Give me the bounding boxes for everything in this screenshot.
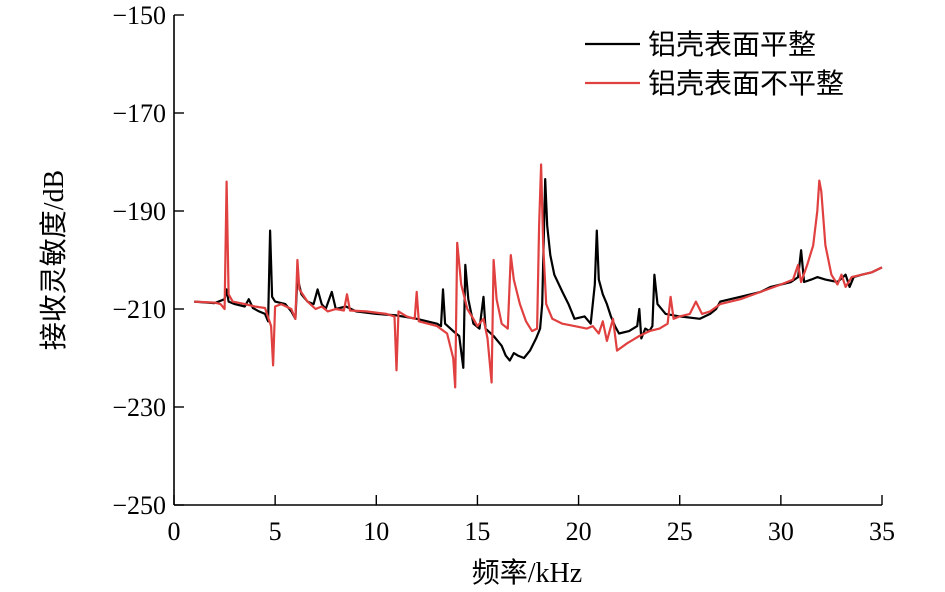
x-tick-label: 0	[168, 517, 181, 546]
x-tick-label: 15	[464, 517, 490, 546]
x-tick-label: 30	[768, 517, 794, 546]
legend-label-1: 铝壳表面平整	[648, 29, 816, 61]
plot-lines	[194, 163, 883, 389]
axes	[173, 15, 882, 506]
y-tick-label: −190	[112, 197, 166, 226]
y-tick-label: −250	[112, 491, 166, 520]
x-tick-label: 35	[869, 517, 895, 546]
ticks: 0 5 10 15 20 25 30 35 −250 −230 −210 −190 −170 −150	[112, 1, 895, 546]
y-tick-label: −150	[112, 1, 166, 30]
x-tick-label: 25	[667, 517, 693, 546]
x-tick-label: 10	[363, 517, 389, 546]
legend-label-2: 铝壳表面不平整	[648, 68, 844, 100]
x-axis-label: 频率/kHz	[472, 557, 582, 589]
x-tick-label: 20	[566, 517, 592, 546]
y-tick-label: −170	[112, 99, 166, 128]
y-tick-label: −210	[112, 295, 166, 324]
y-tick-label: −230	[112, 393, 166, 422]
x-tick-label: 5	[269, 517, 282, 546]
y-axis-label: 接收灵敏度/dB	[38, 170, 70, 350]
series-line-2	[194, 163, 883, 389]
